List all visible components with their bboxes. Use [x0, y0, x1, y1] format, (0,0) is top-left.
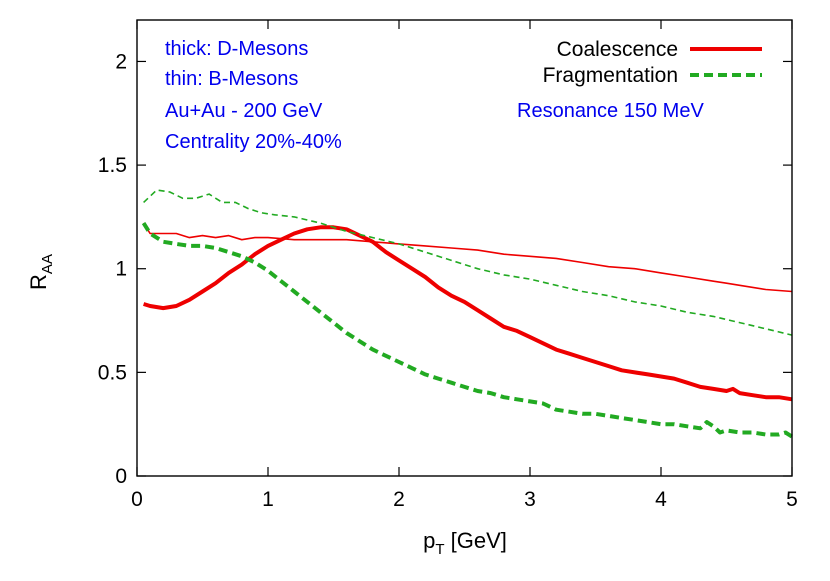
y-axis-title: RAA: [26, 254, 56, 290]
series-layer: [141, 189, 794, 439]
annotations: thick: D-Mesons thin: B-Mesons Au+Au - 2…: [165, 38, 704, 153]
annotation-thin: thin: B-Mesons: [165, 68, 298, 90]
series-D-fragmentation-line: [141, 222, 794, 439]
x-tick-label: 1: [262, 488, 274, 511]
series-B-coalescence-line: [142, 222, 793, 293]
x-tick-label: 2: [393, 488, 405, 511]
labels-layer: 0 1 2 3 4 5 0 0.5 1 1.5 2: [98, 50, 798, 511]
y-tick-label: 2: [115, 50, 127, 73]
y-tick-label: 0.5: [98, 361, 127, 384]
annotation-thick: thick: D-Mesons: [165, 38, 308, 60]
x-tick-label: 0: [131, 488, 143, 511]
y-tick-label: 1: [115, 258, 127, 281]
x-tick-label: 5: [786, 488, 798, 511]
x-axis-title: pT [GeV]: [423, 528, 507, 558]
legend-label-fragmentation: Fragmentation: [543, 64, 678, 87]
legend-label-coalescence: Coalescence: [557, 38, 678, 61]
annotation-centrality: Centrality 20%-40%: [165, 131, 342, 153]
y-tick-label: 1.5: [98, 154, 127, 177]
series-B-fragmentation-line: [143, 189, 793, 336]
x-tick-label: 3: [524, 488, 536, 511]
annotation-system: Au+Au - 200 GeV: [165, 100, 323, 122]
annotation-resonance: Resonance 150 MeV: [517, 100, 704, 122]
y-tick-label: 0: [115, 465, 127, 488]
x-tick-label: 4: [655, 488, 667, 511]
legend: Coalescence Fragmentation: [543, 38, 762, 87]
plot-frame: [136, 19, 793, 477]
